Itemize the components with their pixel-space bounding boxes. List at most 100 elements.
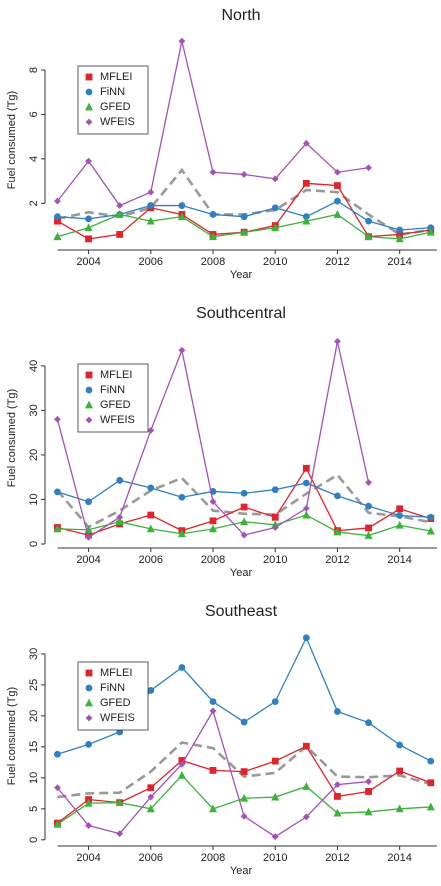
- marker: [146, 216, 155, 225]
- marker: [302, 139, 310, 147]
- marker: [177, 770, 186, 779]
- marker: [54, 750, 61, 758]
- legend-label: FiNN: [100, 384, 125, 396]
- y-tick-label: 4: [28, 156, 40, 162]
- x-tick-label: 2014: [387, 256, 411, 268]
- x-tick-label: 2012: [325, 852, 349, 864]
- series-line: [56, 473, 432, 529]
- marker: [395, 234, 404, 243]
- marker: [116, 231, 124, 238]
- marker: [209, 168, 217, 176]
- legend-label: GFED: [100, 399, 131, 411]
- marker: [302, 782, 311, 790]
- legend-marker: [85, 698, 93, 707]
- marker: [146, 524, 155, 533]
- x-axis-label: Year: [230, 865, 253, 877]
- marker: [271, 757, 279, 765]
- marker: [85, 533, 92, 541]
- x-tick-label: 2004: [76, 256, 100, 268]
- marker: [209, 766, 217, 774]
- marker: [396, 767, 404, 775]
- marker: [53, 524, 62, 533]
- y-tick-label: 6: [28, 111, 40, 117]
- marker: [147, 202, 155, 209]
- marker: [302, 464, 310, 472]
- marker: [147, 784, 155, 792]
- marker: [427, 224, 435, 232]
- marker: [54, 784, 61, 792]
- marker: [85, 215, 92, 223]
- legend-label: WFEIS: [100, 116, 135, 128]
- chart-title: North: [221, 7, 260, 24]
- marker: [178, 493, 186, 501]
- marker: [333, 210, 342, 218]
- marker: [54, 213, 61, 221]
- marker: [426, 227, 435, 236]
- marker: [302, 216, 311, 225]
- x-tick-label: 2008: [201, 256, 225, 268]
- marker: [116, 476, 124, 484]
- marker: [271, 792, 280, 801]
- legend-marker: [85, 73, 93, 81]
- panel: Southeast 0 5 10 15 20 25 30 2004 2006 2008 2010 201…: [6, 603, 437, 877]
- x-tick-label: 2004: [76, 852, 100, 864]
- x-tick-label: 2014: [387, 852, 411, 864]
- legend-label: GFED: [100, 101, 131, 113]
- marker: [209, 804, 217, 813]
- marker: [427, 757, 435, 765]
- marker: [396, 512, 404, 519]
- marker: [396, 231, 404, 238]
- marker: [302, 742, 310, 750]
- marker: [178, 346, 186, 354]
- marker: [302, 634, 310, 642]
- marker: [396, 226, 404, 234]
- marker: [54, 415, 61, 423]
- marker: [333, 808, 342, 817]
- marker: [365, 719, 372, 727]
- marker: [240, 489, 248, 497]
- y-tick-label: 0: [28, 541, 40, 547]
- x-tick-label: 2006: [139, 256, 163, 268]
- panel: Southcentral 0 10 20 30 40 2004 2006 2008 2010 201…: [6, 305, 437, 579]
- y-axis-label: Fuel consumed (Tg): [6, 91, 18, 189]
- series-line: [57, 167, 431, 236]
- x-tick-label: 2012: [325, 256, 349, 268]
- x-axis-label: Year: [230, 567, 253, 579]
- marker: [395, 520, 404, 529]
- y-tick-label: 8: [28, 67, 40, 73]
- x-tick-label: 2010: [263, 852, 287, 864]
- legend-marker: [85, 386, 93, 394]
- marker: [302, 179, 310, 187]
- x-tick-label: 2012: [325, 554, 349, 566]
- marker: [147, 793, 155, 801]
- x-tick-label: 2014: [387, 554, 411, 566]
- legend-marker: [85, 102, 93, 111]
- marker: [365, 778, 372, 785]
- marker: [115, 210, 124, 218]
- marker: [85, 740, 92, 748]
- marker: [271, 486, 279, 494]
- legend-label: WFEIS: [100, 712, 135, 724]
- marker: [271, 175, 279, 183]
- marker: [240, 718, 248, 726]
- marker: [271, 524, 279, 531]
- marker: [147, 511, 155, 519]
- marker: [395, 804, 404, 813]
- marker: [54, 197, 61, 205]
- marker: [364, 807, 373, 816]
- marker: [209, 517, 217, 525]
- marker: [334, 182, 341, 189]
- marker: [209, 707, 217, 715]
- marker: [53, 232, 62, 241]
- legend-label: GFED: [100, 697, 131, 709]
- marker: [54, 488, 61, 496]
- marker: [271, 204, 279, 212]
- marker: [240, 227, 249, 236]
- marker: [53, 819, 62, 828]
- x-tick-label: 2008: [201, 852, 225, 864]
- legend-marker: [85, 714, 93, 722]
- legend-marker: [85, 669, 93, 677]
- marker: [240, 531, 248, 539]
- y-tick-label: 25: [28, 679, 40, 691]
